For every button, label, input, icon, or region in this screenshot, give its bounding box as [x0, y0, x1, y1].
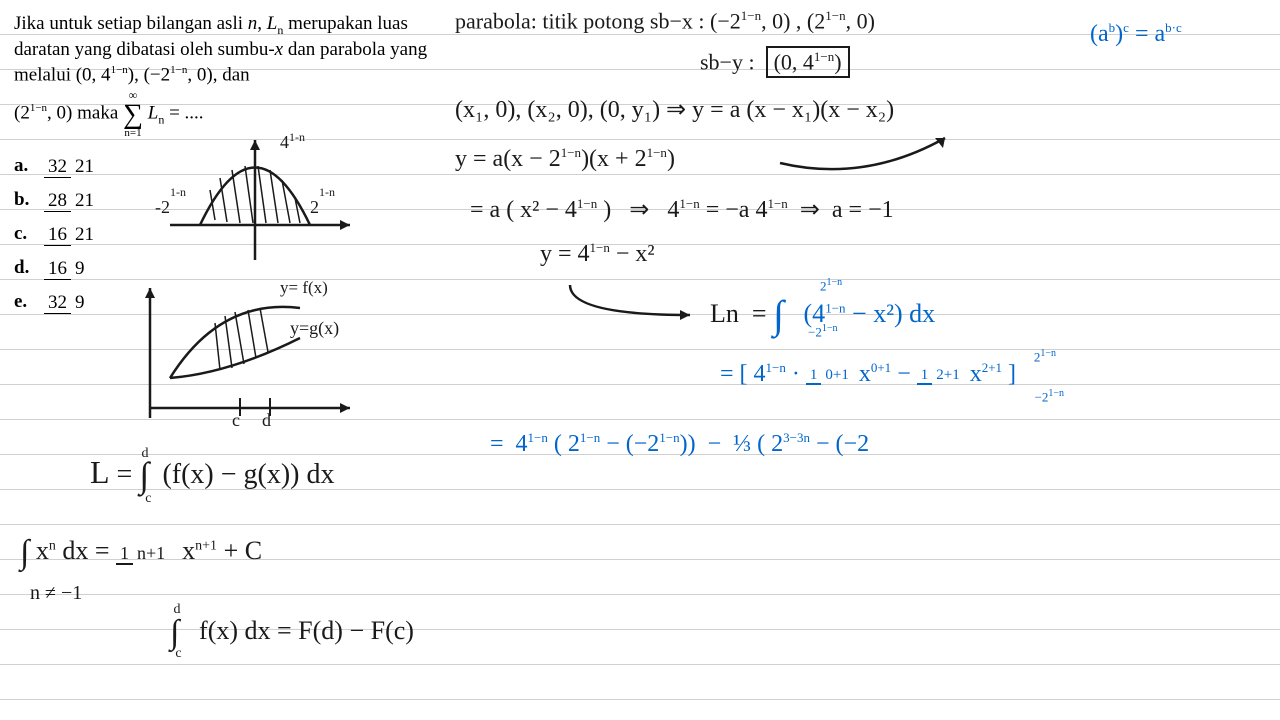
choice-a: a. 3221: [14, 155, 98, 177]
d-label: d: [262, 410, 271, 431]
var-n: n: [248, 13, 258, 34]
problem-text: Jika untuk setiap bilangan asli: [14, 13, 243, 34]
c-label: c: [232, 410, 240, 431]
work-line1: parabola: titik potong sb−x : (−21−n, 0)…: [455, 8, 875, 34]
var-Ln: L: [267, 13, 278, 34]
work-line5: = a ( x² − 41−n ) ⇒ 41−n = −a 41−n ⇒ a =…: [470, 195, 894, 224]
def-integral: ∫cd f(x) dx = F(d) − F(c): [170, 610, 414, 650]
choice-e: e. 329: [14, 291, 98, 313]
parabola-right-label: 21-n: [310, 195, 335, 218]
g-label: y=g(x): [290, 318, 339, 339]
eval-line1: = [ 41−n · 10+1 x0+1 − 12+1 x2+1 ] 21−n …: [720, 360, 1016, 388]
area-sketch: [120, 278, 370, 428]
power-rule-cond: n ≠ −1: [30, 582, 82, 605]
work-line4: y = a(x − 21−n)(x + 21−n): [455, 145, 675, 173]
parabola-top-label: 41-n: [280, 130, 305, 153]
power-law: (ab)c = ab·c: [1090, 20, 1182, 48]
problem-statement: Jika untuk setiap bilangan asli n, Ln me…: [14, 12, 444, 140]
arrow-to-ln: [560, 280, 700, 330]
choice-d: d. 169: [14, 257, 98, 279]
arrow-curve: [775, 128, 955, 178]
work-line6: y = 41−n − x²: [540, 240, 655, 268]
area-formula: L = ∫cd(f(x) − g(x)) dx: [90, 450, 335, 495]
choice-c: c. 1621: [14, 223, 98, 245]
parabola-left-label: -21-n: [155, 195, 186, 218]
power-rule: ∫ xn dx = 1n+1 xn+1 + C: [20, 530, 262, 568]
work-line3: (x₁, 0), (x₂, 0), (0, y₁) ⇒ y = a (x − x…: [455, 95, 894, 124]
ln-integral: Ln = ∫ 21−n −21−n (41−n − x²) dx: [710, 285, 935, 332]
f-label: y= f(x): [280, 278, 328, 298]
choice-b: b. 2821: [14, 189, 98, 211]
answer-choices: a. 3221 b. 2821 c. 1621 d. 169 e. 329: [14, 155, 98, 325]
eval-line2: = 41−n ( 21−n − (−21−n)) − ⅓ ( 23−3n − (…: [490, 430, 869, 458]
work-line2: sb−y : (0, 41−n): [700, 46, 850, 78]
